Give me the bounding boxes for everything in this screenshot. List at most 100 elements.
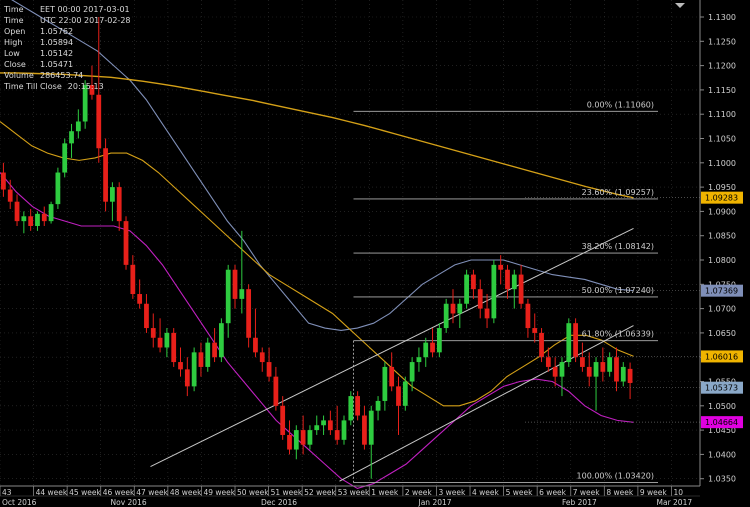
candle-body bbox=[69, 131, 74, 144]
candle-body bbox=[232, 269, 238, 299]
x-axis-week-label: 45 week bbox=[69, 488, 101, 497]
candle-body bbox=[219, 323, 224, 358]
price-tag: 1.06016 bbox=[701, 350, 743, 363]
price-tag-label: 1.05373 bbox=[705, 384, 738, 393]
bollinger-lower-line bbox=[0, 172, 634, 490]
candle-body bbox=[416, 357, 422, 363]
candle-body bbox=[607, 357, 613, 372]
x-axis-week-label: 8 week bbox=[606, 488, 634, 497]
price-tag-label: 1.06016 bbox=[705, 352, 738, 361]
candle-body bbox=[314, 425, 320, 431]
x-axis-week-label: 44 week bbox=[36, 488, 68, 497]
candle-body bbox=[368, 410, 374, 445]
candle-body bbox=[477, 289, 483, 309]
fibonacci-level-label: 23.60% (1.09257) bbox=[582, 188, 654, 197]
candle-body bbox=[511, 274, 517, 290]
candle-body bbox=[35, 213, 40, 226]
candle-body bbox=[430, 342, 435, 353]
info-value: 1.05762 bbox=[40, 27, 74, 36]
candle-body bbox=[75, 121, 81, 132]
info-value: EET 00:00 2017-03-01 bbox=[40, 5, 130, 14]
x-axis-week-label: 50 week bbox=[237, 488, 269, 497]
candle-body bbox=[287, 434, 292, 450]
candle-body bbox=[457, 303, 463, 314]
x-axis-month-label: Nov 2016 bbox=[111, 498, 147, 507]
x-axis-month-label: Feb 2017 bbox=[562, 498, 597, 507]
candle-body bbox=[103, 148, 108, 202]
y-axis-tick-label: 1.0400 bbox=[708, 450, 736, 459]
candle-body bbox=[144, 303, 149, 329]
candle-body bbox=[518, 274, 524, 304]
candle-body bbox=[321, 420, 326, 426]
candle-body bbox=[539, 332, 544, 358]
x-axis-week-label: 46 week bbox=[103, 488, 135, 497]
y-axis-tick-label: 1.0850 bbox=[708, 232, 736, 241]
info-label: Low bbox=[4, 49, 20, 58]
candle-body bbox=[355, 396, 361, 416]
candle-body bbox=[62, 143, 68, 173]
scroll-arrow-icon bbox=[675, 3, 685, 8]
x-axis-week-label: 52 week bbox=[304, 488, 336, 497]
info-row: Time Till Close 20:15:13 bbox=[4, 81, 131, 92]
candle-body bbox=[566, 323, 572, 363]
info-label: Close bbox=[4, 60, 26, 69]
candle-body bbox=[627, 368, 633, 383]
candle-body bbox=[559, 362, 565, 377]
y-axis-tick-label: 1.1150 bbox=[708, 86, 736, 95]
x-axis-month-label: Mar 2017 bbox=[657, 498, 693, 507]
candle-body bbox=[327, 420, 333, 431]
candle-body bbox=[1, 172, 6, 190]
candle-body bbox=[586, 366, 592, 377]
candle-body bbox=[225, 269, 231, 324]
price-tag: 1.09283 bbox=[701, 191, 743, 204]
candle-body bbox=[498, 264, 504, 270]
candle-body bbox=[362, 415, 367, 445]
x-axis-week-label: 2 week bbox=[405, 488, 433, 497]
candle-body bbox=[614, 357, 619, 382]
candle-body bbox=[293, 430, 299, 450]
x-axis-week-label: 6 week bbox=[539, 488, 567, 497]
candle-body bbox=[450, 303, 456, 314]
price-tag: 1.04664 bbox=[701, 416, 743, 429]
x-axis-week-label: 10 bbox=[673, 488, 683, 497]
x-axis-month-label: Oct 2016 bbox=[2, 498, 37, 507]
candle-body bbox=[41, 213, 47, 222]
candle-body bbox=[423, 342, 429, 358]
candle-body bbox=[259, 352, 265, 363]
info-value: 1.05894 bbox=[40, 38, 74, 47]
fibonacci-level-label: 38.20% (1.08142) bbox=[582, 242, 654, 251]
bollinger-upper-line bbox=[11, 0, 634, 332]
candle-body bbox=[212, 342, 217, 358]
candle-body bbox=[484, 308, 490, 319]
info-panel: Time EET 00:00 2017-03-01 Time UTC 22:00 2… bbox=[4, 4, 131, 92]
candle-body bbox=[471, 274, 476, 290]
y-axis-tick-label: 1.1300 bbox=[708, 13, 736, 22]
y-axis-tick-label: 1.1250 bbox=[708, 37, 736, 46]
x-axis-week-label: 5 week bbox=[506, 488, 534, 497]
candle-body bbox=[246, 289, 252, 338]
x-axis-week-label: 47 week bbox=[136, 488, 168, 497]
info-value: 1.05142 bbox=[40, 49, 74, 58]
y-axis-tick-label: 1.1100 bbox=[708, 110, 736, 119]
info-value: UTC 22:00 2017-02-28 bbox=[40, 16, 131, 25]
candle-body bbox=[273, 376, 279, 406]
candle-body bbox=[28, 216, 34, 226]
candle-body bbox=[157, 337, 163, 348]
candle-body bbox=[191, 352, 197, 387]
candle-body bbox=[505, 269, 510, 290]
y-axis-tick-label: 1.0950 bbox=[708, 183, 736, 192]
y-axis-tick-label: 1.0650 bbox=[708, 329, 736, 338]
candle-body bbox=[96, 94, 102, 149]
x-axis-week-label: 7 week bbox=[573, 488, 601, 497]
info-label: High bbox=[4, 38, 23, 47]
x-axis-week-label: 51 week bbox=[271, 488, 303, 497]
candle-body bbox=[239, 289, 245, 299]
candle-body bbox=[593, 362, 599, 377]
y-axis-tick-label: 1.0900 bbox=[708, 207, 736, 216]
info-label: Open bbox=[4, 27, 26, 36]
y-axis-tick-label: 1.0500 bbox=[708, 402, 736, 411]
candle-body bbox=[266, 362, 272, 377]
candle-body bbox=[545, 357, 551, 367]
price-tag-label: 1.04664 bbox=[705, 418, 738, 427]
